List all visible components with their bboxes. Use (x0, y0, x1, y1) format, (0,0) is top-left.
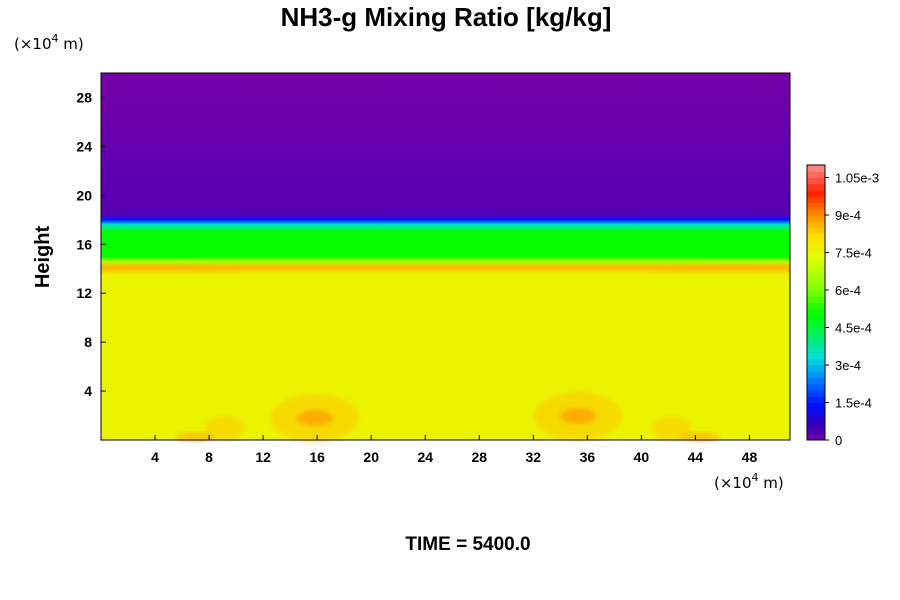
x-tick-label: 20 (363, 449, 379, 465)
colorbar-band (807, 390, 825, 397)
colorbar-band (807, 327, 825, 335)
x-tick-label: 48 (742, 449, 758, 465)
colorbar-band (807, 196, 825, 203)
thermal-left-core (297, 410, 333, 426)
colorbar-band (807, 340, 825, 347)
colorbar-tick-label: 4.5e-4 (835, 321, 872, 336)
x-tick-label: 8 (205, 449, 213, 465)
colorbar-bands (807, 165, 825, 441)
x-tick-label: 16 (309, 449, 325, 465)
y-tick-label: 28 (76, 89, 92, 105)
x-tick-label: 40 (634, 449, 650, 465)
y-tick-label: 24 (76, 138, 92, 154)
colorbar-band (807, 233, 825, 241)
x-tick-label: 24 (417, 449, 433, 465)
colorbar-tick-label: 1.5e-4 (835, 396, 872, 411)
colorbar-band (807, 208, 825, 216)
y-axis-unit: (×104 m) (14, 32, 84, 53)
x-tick-label: 32 (526, 449, 542, 465)
colorbar-tick-label: 1.05e-3 (835, 171, 879, 186)
colorbar-band (807, 421, 825, 428)
colorbar-band (807, 290, 825, 297)
x-tick-label: 12 (255, 449, 271, 465)
orange-wisp-left (101, 264, 240, 272)
colorbar-band (807, 252, 825, 260)
colorbar-band (807, 377, 825, 385)
colorbar-tick-label: 6e-4 (835, 283, 861, 298)
x-axis-unit: (×104 m) (714, 471, 784, 492)
colorbar-band (807, 352, 825, 360)
colorbar-band (807, 215, 825, 222)
colorbar-band (807, 165, 825, 172)
y-axis-ticks: 4 8 12 16 20 24 28 (76, 89, 106, 399)
colorbar-band (807, 271, 825, 278)
colorbar-band (807, 315, 825, 322)
orange-wisp-right (650, 264, 790, 272)
colorbar-tick-label: 3e-4 (835, 358, 861, 373)
colorbar-band (807, 346, 825, 353)
colorbar-ticks: 0 1.5e-4 3e-4 4.5e-4 6e-4 7.5e-4 9e-4 1.05e-3 (825, 171, 879, 448)
colorbar-band (807, 202, 825, 210)
colorbar-tick-label: 9e-4 (835, 208, 861, 223)
plot-area (100, 72, 791, 442)
colorbar-band (807, 415, 825, 422)
colorbar-band (807, 283, 825, 291)
colorbar-band (807, 402, 825, 410)
colorbar-band (807, 240, 825, 247)
colorbar-band (807, 221, 825, 228)
colorbar-band (807, 408, 825, 416)
colorbar-band (807, 265, 825, 272)
colorbar-band (807, 371, 825, 378)
eddy-left-a (205, 416, 245, 440)
time-label: TIME = 5400.0 (405, 534, 530, 555)
colorbar-frame (806, 164, 826, 441)
x-axis-ticks: 4 8 12 16 20 24 28 32 36 40 44 48 (151, 435, 757, 465)
colorbar-band (807, 296, 825, 303)
colorbar-band (807, 383, 825, 391)
chart-title: NH3-g Mixing Ratio [kg/kg] (281, 2, 612, 32)
colorbar-band (807, 190, 825, 197)
colorbar-band (807, 246, 825, 253)
colorbar-band (807, 277, 825, 285)
mixing-ratio-field (101, 73, 790, 440)
x-tick-label: 28 (471, 449, 487, 465)
y-tick-label: 12 (76, 285, 92, 301)
colorbar-band (807, 302, 825, 310)
colorbar-band (807, 396, 825, 403)
thermal-right-core (560, 408, 596, 424)
colorbar-band (807, 433, 825, 441)
x-tick-label: 4 (151, 449, 159, 465)
y-axis-label: Height (32, 226, 54, 289)
colorbar-band (807, 365, 825, 372)
y-tick-label: 20 (76, 187, 92, 203)
y-tick-label: 16 (76, 236, 92, 252)
colorbar-band (807, 308, 825, 316)
colorbar-band (807, 333, 825, 341)
eddy-right-a (652, 416, 692, 440)
colorbar-band (807, 183, 825, 191)
x-tick-label: 44 (688, 449, 704, 465)
colorbar-band (807, 258, 825, 266)
colorbar-band (807, 358, 825, 366)
colorbar: 0 1.5e-4 3e-4 4.5e-4 6e-4 7.5e-4 9e-4 1.05e-3 (806, 164, 879, 448)
colorbar-band (807, 227, 825, 235)
colorbar-tick-label: 7.5e-4 (835, 246, 872, 261)
colorbar-band (807, 321, 825, 328)
x-tick-label: 36 (580, 449, 596, 465)
colorbar-band (807, 171, 825, 178)
colorbar-band (807, 177, 825, 185)
colorbar-band (807, 427, 825, 435)
colorbar-tick-label: 0 (835, 433, 842, 448)
y-tick-label: 4 (84, 383, 92, 399)
plot-frame (100, 72, 791, 441)
y-tick-label: 8 (84, 334, 92, 350)
